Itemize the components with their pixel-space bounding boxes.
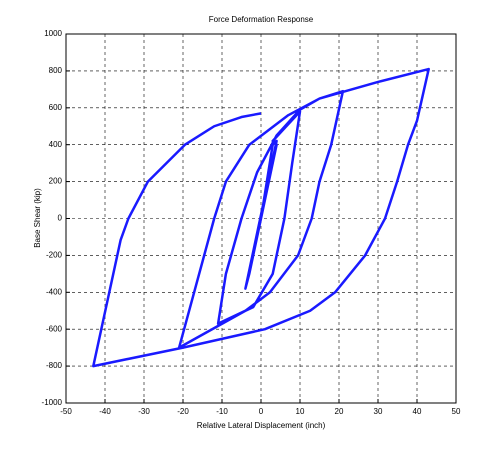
- x-tick-label: 0: [259, 407, 264, 416]
- x-tick-label: 40: [413, 407, 422, 416]
- y-tick-label: -400: [46, 287, 63, 296]
- x-axis-label: Relative Lateral Displacement (inch): [197, 421, 326, 430]
- chart-title: Force Deformation Response: [209, 15, 314, 24]
- x-tick-label: -40: [99, 407, 111, 416]
- y-tick-label: 1000: [44, 29, 62, 38]
- y-tick-label: -800: [46, 361, 63, 370]
- x-tick-label: -50: [60, 407, 72, 416]
- x-tick-label: 20: [335, 407, 344, 416]
- y-tick-label: -600: [46, 324, 63, 333]
- x-tick-label: -30: [138, 407, 150, 416]
- data-line: [92, 67, 430, 368]
- y-tick-label: -1000: [42, 398, 63, 407]
- y-tick-label: 0: [58, 214, 63, 223]
- y-tick-label: 800: [49, 66, 63, 75]
- x-tick-label: -20: [177, 407, 189, 416]
- x-tick-label: 50: [452, 407, 461, 416]
- y-axis-label: Base Shear (kip): [33, 188, 42, 248]
- x-tick-label: 30: [374, 407, 383, 416]
- plot-frame: [65, 33, 457, 404]
- y-tick-label: 600: [49, 103, 63, 112]
- y-tick-label: 200: [49, 177, 63, 186]
- x-tick-label: 10: [296, 407, 305, 416]
- y-tick-label: -200: [46, 251, 63, 260]
- y-tick-label: 400: [49, 140, 63, 149]
- x-tick-label: -10: [216, 407, 228, 416]
